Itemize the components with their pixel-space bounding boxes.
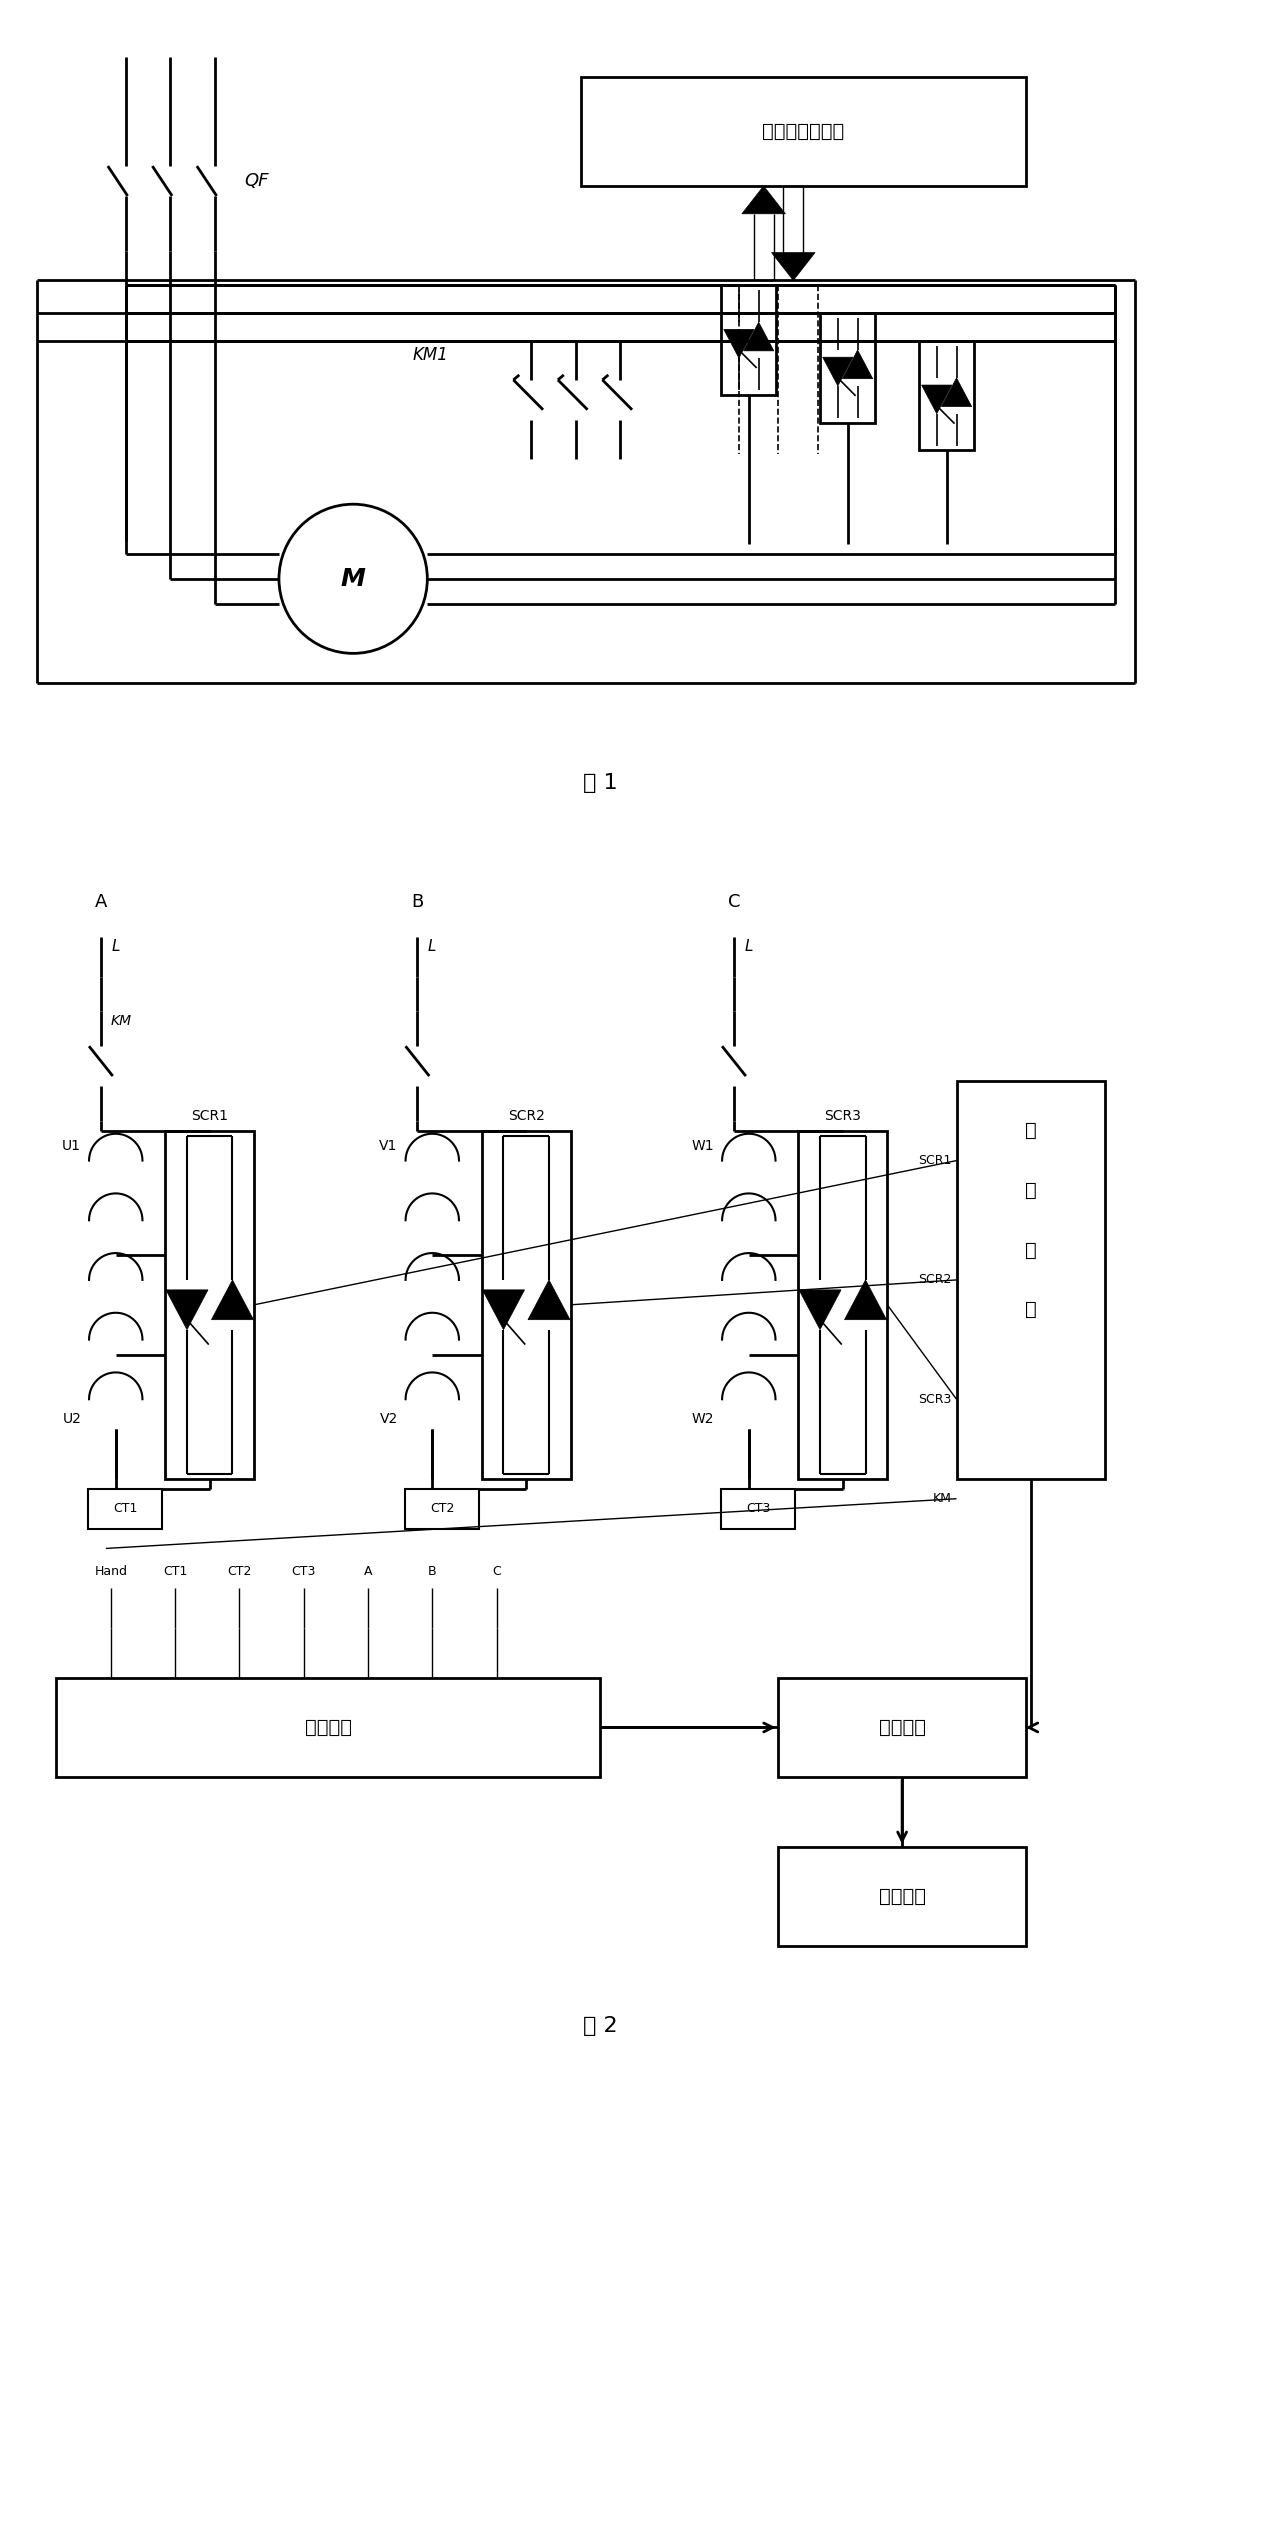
Polygon shape [922, 385, 952, 415]
Bar [482, 1131, 570, 1480]
Text: L: L [744, 939, 753, 954]
Text: CT2: CT2 [228, 1566, 252, 1579]
Text: KM: KM [111, 1015, 132, 1027]
Bar [721, 1488, 796, 1528]
Bar [779, 1677, 1026, 1776]
Text: SCR1: SCR1 [918, 1154, 952, 1166]
Bar [404, 1488, 478, 1528]
Text: L: L [111, 939, 120, 954]
Text: SCR1: SCR1 [192, 1108, 228, 1123]
Polygon shape [843, 349, 872, 380]
Text: SCR3: SCR3 [825, 1108, 861, 1123]
Text: SCR2: SCR2 [508, 1108, 545, 1123]
Text: QF: QF [244, 172, 269, 190]
Text: CT3: CT3 [292, 1566, 316, 1579]
Text: U2: U2 [63, 1412, 81, 1427]
Polygon shape [724, 329, 755, 359]
Text: L: L [428, 939, 436, 954]
Text: 主控单元: 主控单元 [879, 1718, 926, 1738]
Text: Hand: Hand [95, 1566, 128, 1579]
Polygon shape [822, 357, 853, 387]
Text: CT2: CT2 [430, 1503, 454, 1515]
Bar [56, 1677, 600, 1776]
Polygon shape [844, 1280, 886, 1321]
Polygon shape [743, 321, 774, 352]
Text: W1: W1 [692, 1138, 714, 1154]
Text: 动: 动 [1024, 1182, 1036, 1199]
Text: 检测与主控单元: 检测与主控单元 [762, 121, 844, 142]
Bar [88, 1488, 162, 1528]
Text: KM: KM [932, 1493, 952, 1505]
Text: C: C [728, 893, 741, 911]
Polygon shape [211, 1280, 253, 1321]
Text: 人机界面: 人机界面 [879, 1887, 926, 1905]
Text: M: M [340, 567, 366, 592]
Text: CT1: CT1 [162, 1566, 187, 1579]
Bar [581, 76, 1026, 187]
Polygon shape [482, 1290, 524, 1331]
Bar [820, 314, 875, 423]
Text: SCR2: SCR2 [918, 1273, 952, 1285]
Polygon shape [528, 1280, 570, 1321]
Text: C: C [492, 1566, 501, 1579]
Text: 单: 单 [1024, 1240, 1036, 1260]
Text: 驱: 驱 [1024, 1121, 1036, 1141]
Bar [165, 1131, 255, 1480]
Text: A: A [95, 893, 107, 911]
Text: B: B [428, 1566, 436, 1579]
Text: V2: V2 [380, 1412, 398, 1427]
Polygon shape [771, 253, 815, 281]
Bar [721, 286, 776, 395]
Text: 图 2: 图 2 [583, 2016, 618, 2037]
Bar [779, 1847, 1026, 1946]
Text: KM1: KM1 [413, 347, 449, 364]
Polygon shape [799, 1290, 842, 1331]
Polygon shape [941, 377, 972, 407]
Text: A: A [363, 1566, 372, 1579]
Text: B: B [412, 893, 423, 911]
Text: 检测单元: 检测单元 [304, 1718, 352, 1738]
Text: U1: U1 [63, 1138, 81, 1154]
Text: SCR3: SCR3 [918, 1392, 952, 1407]
Text: CT3: CT3 [747, 1503, 771, 1515]
Text: V1: V1 [380, 1138, 398, 1154]
Bar [957, 1080, 1105, 1480]
Bar [798, 1131, 888, 1480]
Polygon shape [166, 1290, 208, 1331]
Text: 元: 元 [1024, 1300, 1036, 1318]
Text: W2: W2 [692, 1412, 714, 1427]
Text: CT1: CT1 [114, 1503, 138, 1515]
Bar [918, 342, 975, 450]
Polygon shape [742, 187, 785, 215]
Text: 图 1: 图 1 [583, 772, 618, 792]
